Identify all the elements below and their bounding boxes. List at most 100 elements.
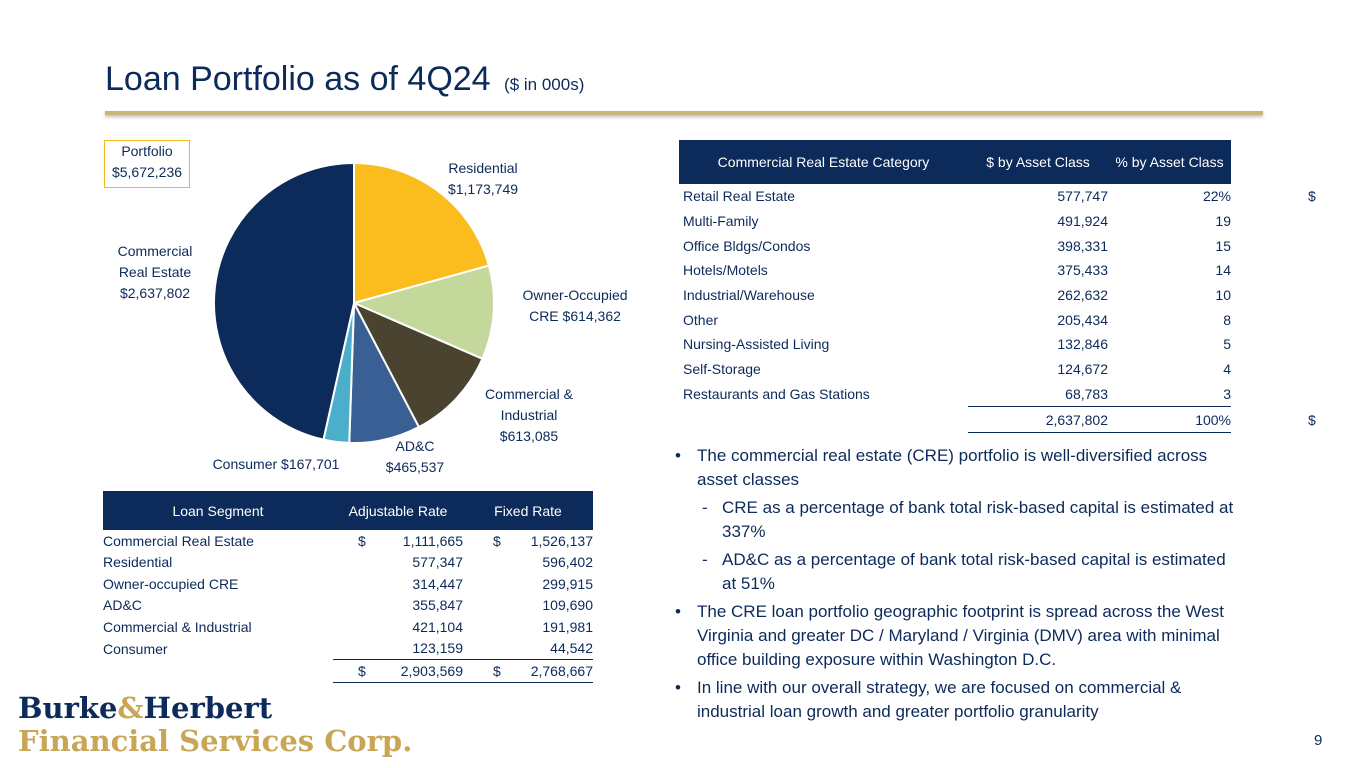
table-row: Multi-Family 491,924 19 [679,209,1231,234]
total-row: $2,903,569 $2,768,667 [103,659,593,683]
sub-bullet-item: - AD&C as a percentage of bank total risk… [702,550,1226,593]
table-cell: Residential [103,554,173,571]
pie-label-line: AD&C [395,438,435,454]
cell-value: 398,331 [1057,237,1108,254]
page-title: Loan Portfolio as of 4Q24 ($ in 000s) [105,60,584,99]
company-logo: Burke&Herbert Financial Services Corp. [18,692,412,758]
table-row: Consumer 123,159 44,542 [103,637,593,660]
bullet-item: • In line with our overall strategy, we a… [675,678,1182,721]
sub-bullet-marker: - [702,550,708,569]
table-row: Commercial Real Estate $1,111,665 $1,526,1… [103,530,593,552]
cell-value: 2,903,569 [400,662,463,679]
cell-value: 100% [1195,411,1231,428]
table-row: Self-Storage 124,672 4 [679,357,1231,382]
pie-label: Commercial Real Estate $2,637,802 [100,241,210,304]
column-header: $ by Asset Class [968,140,1108,184]
pie-label-line: $465,537 [385,459,445,475]
bullet-marker: • [675,602,681,621]
pie-label-line: $613,085 [499,428,559,444]
cell-value: 1,111,665 [402,532,463,549]
table-cell: 15 [1108,233,1231,258]
table-cell [103,660,333,683]
column-header: Commercial Real Estate Category [679,140,968,184]
pie-label-line: $1,173,749 [447,181,519,197]
cell-value: 491,924 [1057,213,1108,230]
cell-value: 262,632 [1057,287,1108,304]
commentary-bullets: • The commercial real estate (CRE) portfo… [675,444,1235,728]
cell-value: 124,672 [1057,361,1108,378]
cell-value: 5 [1223,336,1231,353]
pie-slice-commercial-industrial [351,300,484,429]
cre-category-table: Commercial Real Estate Category $ by Ass… [679,140,1316,433]
pie-label-line: Consumer $167,701 [212,456,340,472]
currency-symbol: $ [1308,188,1316,205]
pie-label-line: Commercial & [485,386,573,402]
table-cell: 10 [1108,283,1231,308]
table-cell: 314,447 [333,573,463,595]
table-cell: 44,542 [463,637,593,660]
loan-segment-table: Loan Segment Adjustable Rate Fixed Rate … [103,491,593,683]
table-cell: Owner-occupied CRE [103,575,239,592]
table-cell: Retail Real Estate [683,188,796,205]
table-cell: $2,768,667 [463,659,593,683]
table-cell: 109,690 [463,595,593,617]
page-number: 9 [1314,732,1323,749]
pie-label: Consumer $167,701 [196,454,356,475]
table-cell: 5 [1108,332,1231,357]
cell-value: 355,847 [412,597,463,614]
cell-value: 191,981 [542,618,593,635]
table-cell: 577,347 [333,552,463,574]
currency-symbol: $ [358,532,366,549]
cell-value: 8 [1223,311,1231,328]
bullet-item: • The commercial real estate (CRE) portfo… [675,446,1208,489]
table-cell: Hotels/Motels [683,262,768,279]
cell-value: 109,690 [542,597,593,614]
table-cell: Other [683,311,719,328]
cell-value: 22% [1202,188,1231,205]
sub-bullet-marker: - [702,498,708,517]
table-row: AD&C 355,847 109,690 [103,595,593,617]
table-row: Retail Real Estate $577,747 22% [679,184,1316,209]
portfolio-total-box: Portfolio $5,672,236 [104,140,190,188]
currency-symbol: $ [1308,411,1316,428]
column-header: Loan Segment [103,491,333,530]
sub-bullet-item: - CRE as a percentage of bank total risk-… [702,498,1234,541]
table-cell: AD&C [103,597,142,614]
pie-slice-owner-occupied-cre [351,264,495,361]
table-cell: 299,915 [463,573,593,595]
bullet-marker: • [675,678,681,697]
cell-value: 1,526,137 [530,532,593,549]
table-cell [679,407,968,433]
table-cell: 491,924 [968,209,1108,234]
table-row: Commercial & Industrial 421,104 191,981 [103,616,593,638]
table-cell: Commercial & Industrial [103,618,252,635]
table-cell: Consumer [103,640,168,657]
cell-value: 44,542 [550,640,593,657]
cell-value: 2,768,667 [530,662,593,679]
table-cell: $577,747 [968,184,1315,209]
cell-value: 19 [1215,213,1231,230]
table-cell: 68,783 [968,381,1108,408]
table-row: Hotels/Motels 375,433 14 [679,258,1231,283]
pie-label: Residential $1,173,749 [443,158,523,200]
cell-value: 577,747 [1057,188,1108,205]
table-cell: Multi-Family [683,213,759,230]
table-cell: 3 [1108,381,1231,408]
pie-label-line: $2,637,802 [119,285,191,301]
table-cell: 124,672 [968,357,1108,382]
table-cell: 191,981 [463,616,593,638]
cell-value: 15 [1215,237,1231,254]
table-cell: Nursing-Assisted Living [683,336,830,353]
bullet-item: • The CRE loan portfolio geographic footp… [675,602,1224,669]
table-cell: 375,433 [968,258,1108,283]
title-main: Loan Portfolio as of 4Q24 [105,60,491,98]
table-row: Nursing-Assisted Living 132,846 5 [679,332,1231,357]
cell-value: 596,402 [542,554,593,571]
cell-value: 3 [1223,385,1231,402]
cell-value: 68,783 [1065,385,1108,402]
table-cell: 205,434 [968,307,1108,332]
currency-symbol: $ [493,532,501,549]
cell-value: 14 [1215,262,1231,279]
table-header-row: Loan Segment Adjustable Rate Fixed Rate [103,491,593,530]
